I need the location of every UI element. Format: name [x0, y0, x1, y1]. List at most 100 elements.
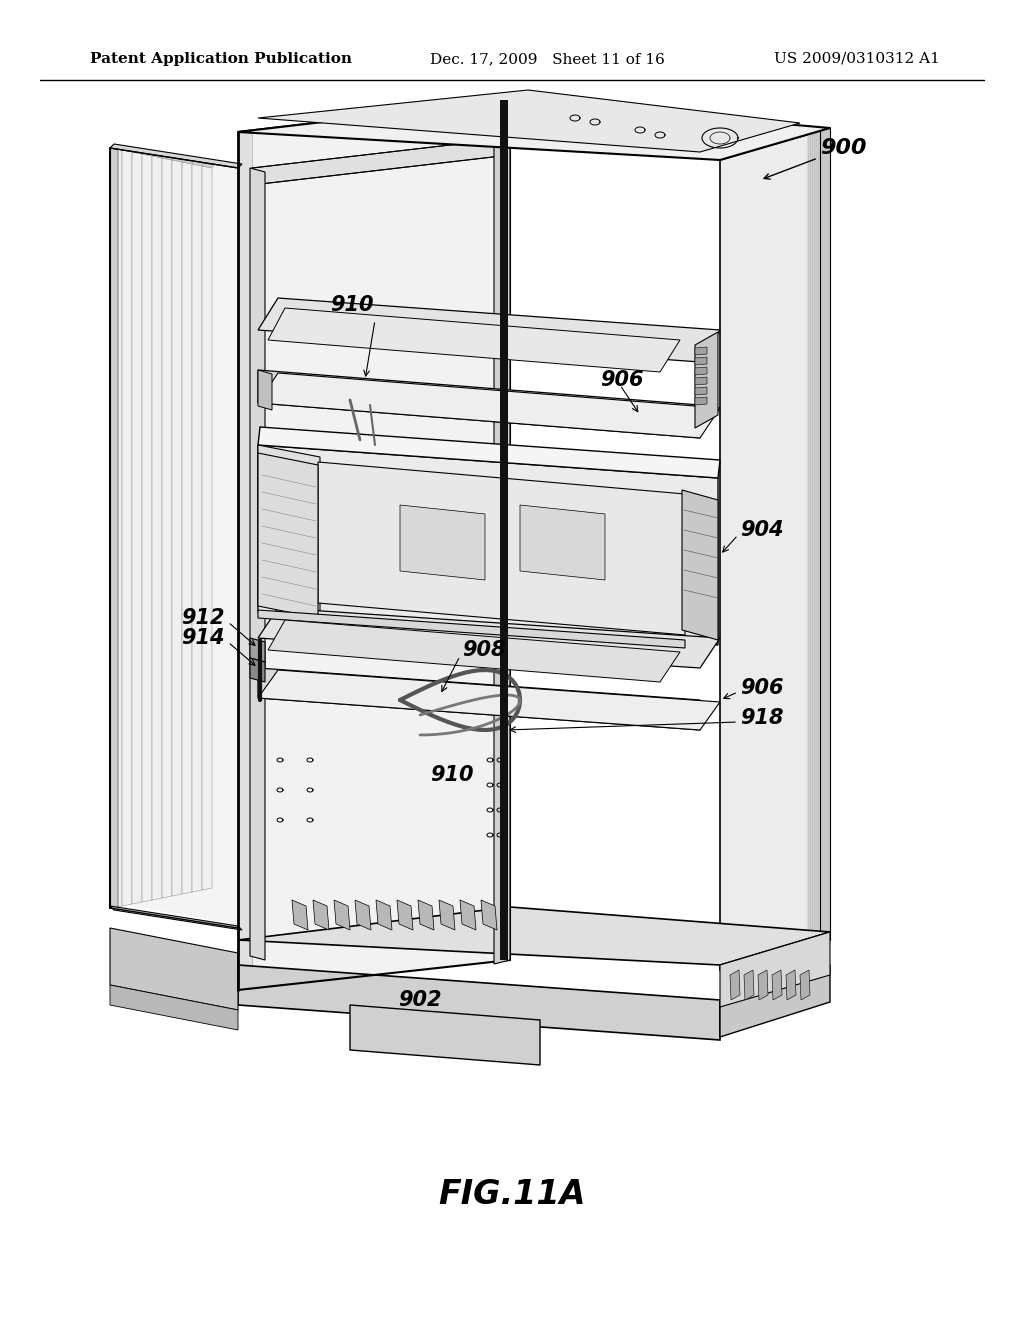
Polygon shape [800, 970, 810, 1001]
Text: 910: 910 [330, 294, 374, 315]
Polygon shape [695, 333, 718, 428]
Polygon shape [182, 158, 194, 164]
Text: 918: 918 [740, 708, 783, 729]
Polygon shape [258, 610, 685, 648]
Polygon shape [400, 506, 485, 579]
Polygon shape [772, 970, 782, 1001]
Polygon shape [682, 490, 718, 640]
Polygon shape [812, 128, 815, 940]
Polygon shape [258, 609, 720, 668]
Polygon shape [258, 445, 319, 615]
Polygon shape [258, 426, 720, 478]
Polygon shape [252, 139, 510, 185]
Text: Dec. 17, 2009   Sheet 11 of 16: Dec. 17, 2009 Sheet 11 of 16 [430, 51, 665, 66]
Polygon shape [350, 1005, 540, 1065]
Polygon shape [397, 900, 413, 931]
Polygon shape [202, 162, 214, 168]
Polygon shape [820, 128, 823, 940]
Polygon shape [460, 900, 476, 931]
Polygon shape [162, 158, 172, 898]
Polygon shape [695, 367, 707, 375]
Polygon shape [720, 965, 830, 1038]
Polygon shape [172, 157, 184, 162]
Polygon shape [355, 900, 371, 931]
Polygon shape [481, 900, 497, 931]
Polygon shape [110, 985, 238, 1030]
Polygon shape [258, 370, 700, 438]
Text: 908: 908 [462, 640, 506, 660]
Polygon shape [238, 132, 252, 990]
Polygon shape [258, 453, 318, 618]
Polygon shape [172, 160, 182, 896]
Text: 904: 904 [740, 520, 783, 540]
Polygon shape [112, 145, 124, 150]
Polygon shape [520, 506, 605, 579]
Polygon shape [122, 150, 132, 906]
Polygon shape [152, 153, 164, 158]
Polygon shape [152, 156, 162, 900]
Text: FIG.11A: FIG.11A [438, 1179, 586, 1212]
Polygon shape [268, 308, 680, 372]
Polygon shape [142, 154, 152, 902]
Polygon shape [112, 148, 122, 908]
Polygon shape [500, 100, 508, 960]
Text: 902: 902 [398, 990, 441, 1010]
Polygon shape [122, 147, 134, 152]
Text: 914: 914 [181, 628, 225, 648]
Polygon shape [730, 970, 740, 1001]
Polygon shape [758, 970, 768, 1001]
Polygon shape [695, 378, 707, 385]
Polygon shape [110, 145, 240, 925]
Text: 912: 912 [181, 609, 225, 628]
Polygon shape [258, 668, 700, 730]
Polygon shape [439, 900, 455, 931]
Polygon shape [318, 462, 685, 635]
Text: 906: 906 [740, 678, 783, 698]
Polygon shape [258, 298, 720, 362]
Polygon shape [313, 900, 329, 931]
Text: US 2009/0310312 A1: US 2009/0310312 A1 [774, 51, 940, 66]
Polygon shape [250, 168, 265, 960]
Polygon shape [258, 90, 800, 152]
Polygon shape [110, 144, 242, 168]
Polygon shape [720, 932, 830, 1007]
Polygon shape [258, 370, 272, 411]
Polygon shape [744, 970, 754, 1001]
Polygon shape [268, 620, 680, 682]
Polygon shape [238, 100, 830, 160]
Polygon shape [182, 162, 193, 894]
Text: Patent Application Publication: Patent Application Publication [90, 51, 352, 66]
Polygon shape [695, 387, 707, 395]
Polygon shape [695, 347, 707, 355]
Polygon shape [142, 150, 154, 156]
Polygon shape [132, 149, 144, 154]
Polygon shape [820, 128, 830, 940]
Polygon shape [786, 970, 796, 1001]
Polygon shape [824, 128, 827, 940]
Polygon shape [110, 148, 118, 908]
Text: 900: 900 [820, 139, 866, 158]
Polygon shape [110, 928, 238, 1010]
Polygon shape [162, 154, 174, 160]
Polygon shape [193, 164, 202, 892]
Polygon shape [238, 100, 510, 990]
Polygon shape [376, 900, 392, 931]
Polygon shape [250, 638, 265, 663]
Polygon shape [808, 128, 811, 940]
Polygon shape [816, 128, 819, 940]
Polygon shape [720, 128, 830, 970]
Polygon shape [238, 965, 720, 1040]
Polygon shape [258, 374, 720, 438]
Polygon shape [258, 671, 720, 730]
Polygon shape [418, 900, 434, 931]
Polygon shape [292, 900, 308, 931]
Polygon shape [334, 900, 350, 931]
Polygon shape [110, 906, 242, 931]
Polygon shape [258, 445, 718, 645]
Polygon shape [250, 657, 265, 682]
Polygon shape [193, 161, 204, 166]
Polygon shape [238, 907, 830, 965]
Polygon shape [202, 166, 212, 890]
Polygon shape [132, 152, 142, 904]
Polygon shape [695, 356, 707, 366]
